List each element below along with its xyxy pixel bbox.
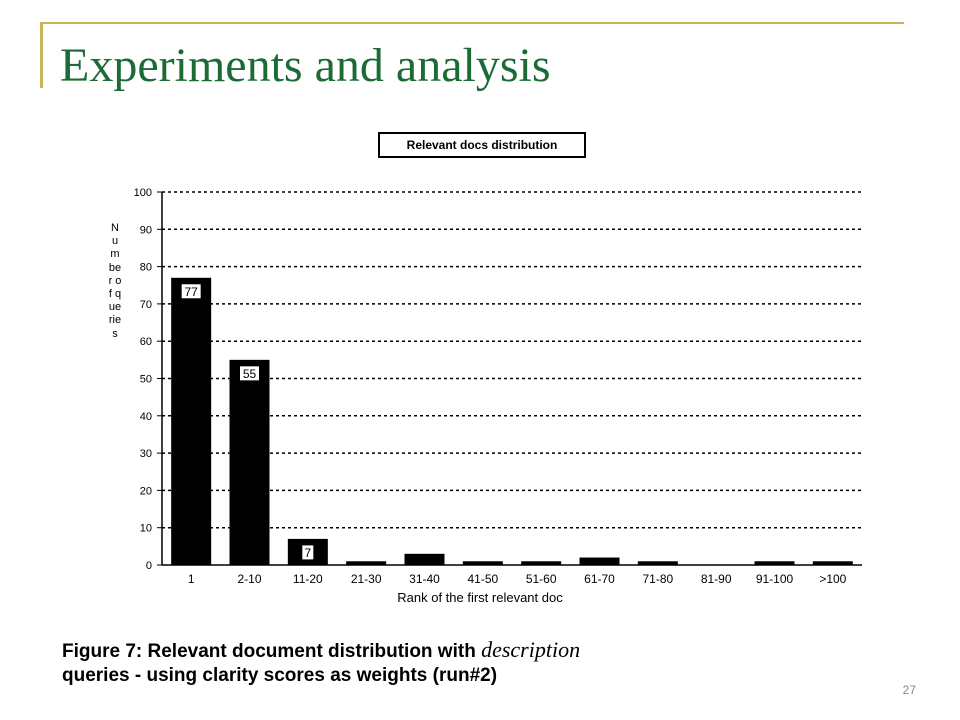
bars bbox=[171, 277, 853, 565]
bar bbox=[637, 561, 678, 565]
x-tick-label: >100 bbox=[819, 572, 846, 586]
data-label-box bbox=[180, 283, 202, 300]
bar bbox=[579, 557, 620, 565]
x-tick-label: 81-90 bbox=[701, 572, 732, 586]
data-label: 55 bbox=[239, 365, 260, 382]
decorative-vertical-line bbox=[40, 22, 43, 88]
x-axis-label: Rank of the first relevant doc bbox=[397, 590, 563, 605]
slide-title: Experiments and analysis bbox=[60, 39, 551, 92]
y-axis-label: Number of queries bbox=[108, 222, 122, 340]
data-label: 7 bbox=[301, 544, 315, 561]
bar bbox=[404, 553, 445, 565]
x-tick-label: 41-50 bbox=[467, 572, 498, 586]
bar bbox=[229, 359, 270, 565]
data-label-text: 55 bbox=[243, 367, 257, 381]
gridlines bbox=[162, 191, 862, 529]
axes bbox=[157, 191, 862, 566]
y-tick-label: 70 bbox=[140, 299, 152, 311]
y-tick-label: 80 bbox=[140, 262, 152, 274]
data-label-box bbox=[301, 544, 315, 561]
data-labels: 77 55 7 bbox=[180, 283, 315, 561]
y-tick-labels: 0 10 20 30 40 50 60 70 80 90 100 bbox=[134, 187, 152, 572]
figure-caption: Figure 7: Relevant document distribution… bbox=[62, 638, 922, 688]
decorative-horizontal-line bbox=[40, 22, 904, 24]
bar bbox=[521, 561, 562, 565]
caption-line1-text: Figure 7: Relevant document distribution… bbox=[62, 641, 482, 662]
x-tick-label: 11-20 bbox=[293, 572, 323, 586]
x-tick-label: 51-60 bbox=[526, 572, 557, 586]
x-tick-label: 2-10 bbox=[237, 572, 261, 586]
bar bbox=[812, 561, 853, 565]
bar bbox=[171, 277, 212, 565]
caption-line1-italic: description bbox=[481, 637, 581, 662]
data-label: 77 bbox=[180, 283, 202, 300]
x-tick-labels: 1 2-10 11-20 21-30 31-40 41-50 51-60 61-70 71-80… bbox=[188, 572, 847, 586]
data-label-text: 77 bbox=[184, 285, 198, 299]
bar bbox=[754, 561, 795, 565]
bar bbox=[462, 561, 503, 565]
y-tick-label: 60 bbox=[140, 336, 152, 348]
y-tick-label: 10 bbox=[140, 523, 152, 535]
x-tick-label: 71-80 bbox=[642, 572, 673, 586]
y-tick-label: 0 bbox=[146, 560, 152, 572]
page-number: 27 bbox=[902, 683, 916, 697]
data-label-text: 7 bbox=[304, 546, 311, 560]
bar bbox=[346, 561, 387, 565]
x-tick-label: 1 bbox=[188, 572, 195, 586]
data-label-box bbox=[239, 365, 260, 382]
y-tick-label: 40 bbox=[140, 411, 152, 423]
x-tick-label: 61-70 bbox=[584, 572, 615, 586]
caption-line2-text: queries - using clarity scores as weight… bbox=[62, 665, 498, 686]
y-tick-label: 30 bbox=[140, 448, 152, 460]
chart-title: Relevant docs distribution bbox=[378, 132, 586, 158]
x-tick-label: 21-30 bbox=[351, 572, 382, 586]
x-tick-label: 91-100 bbox=[756, 572, 794, 586]
y-tick-label: 90 bbox=[140, 224, 152, 236]
x-tick-label: 31-40 bbox=[409, 572, 440, 586]
y-tick-label: 50 bbox=[140, 374, 152, 386]
y-tick-label: 100 bbox=[134, 187, 152, 199]
y-tick-label: 20 bbox=[140, 485, 152, 497]
